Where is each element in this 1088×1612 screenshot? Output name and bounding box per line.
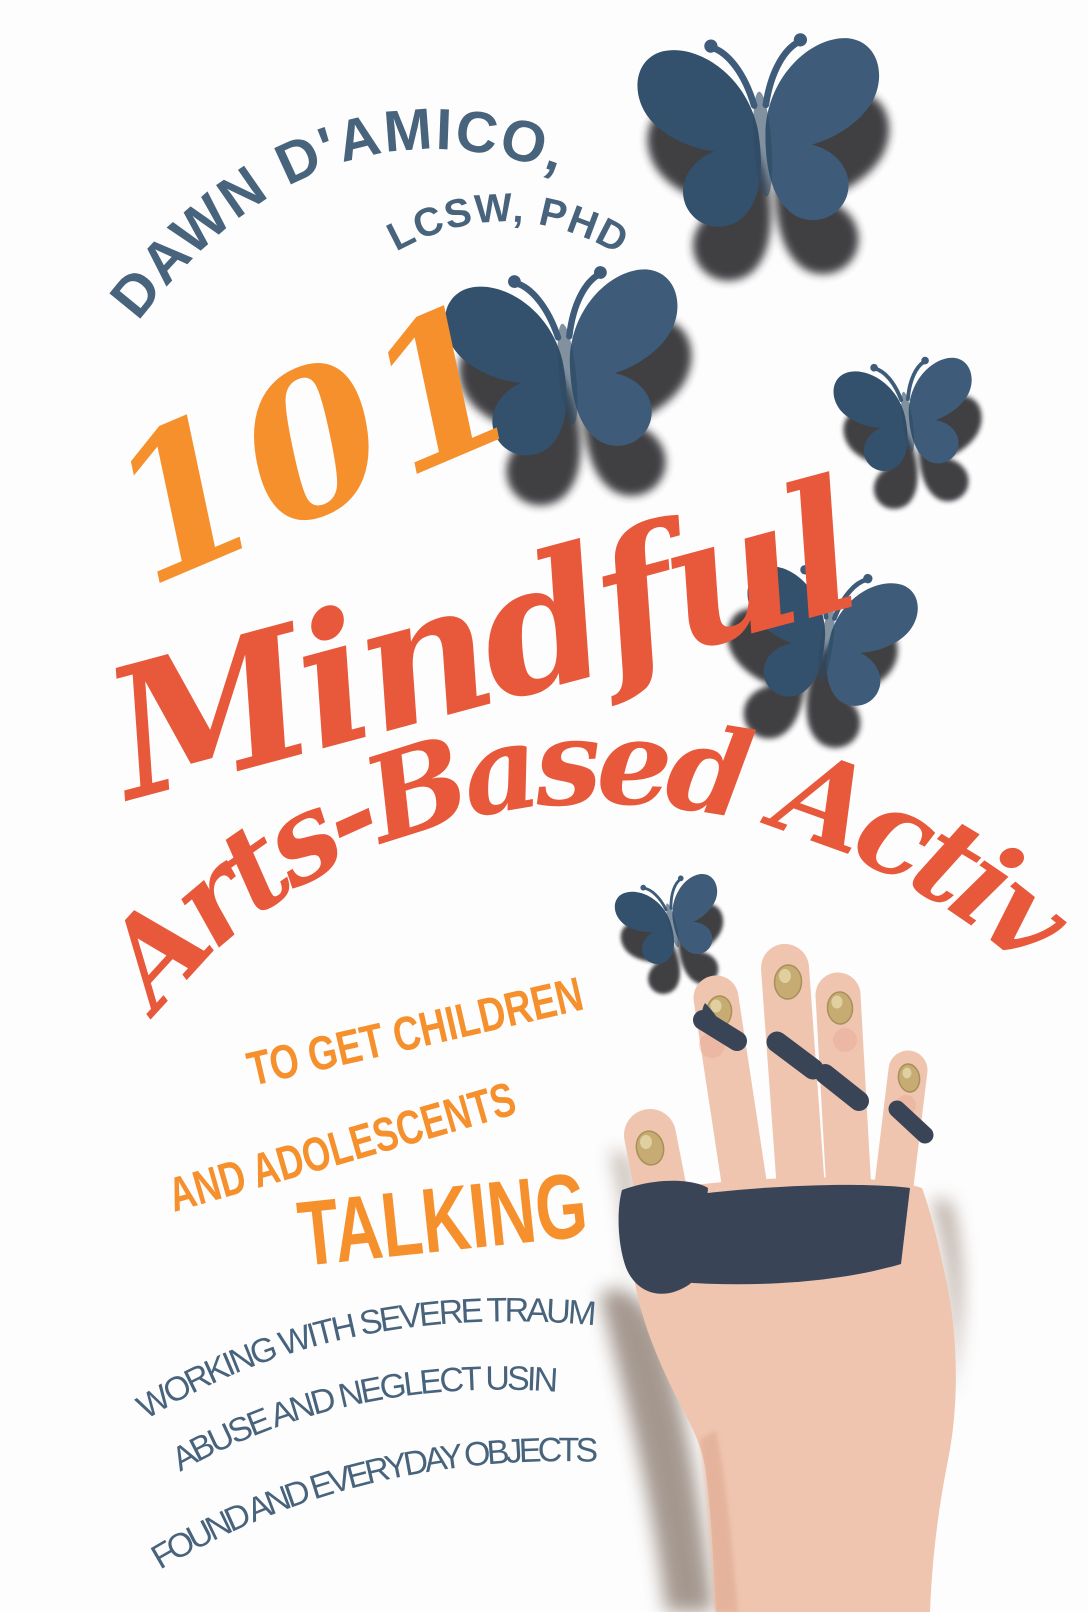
author-credentials-text: LCSW, PHD: [380, 186, 634, 263]
child-hand-photo: [600, 944, 962, 1612]
navy-paint: [618, 1003, 934, 1294]
author-credentials: LCSW, PHD: [380, 186, 636, 263]
gold-nails: [635, 964, 921, 1166]
butterfly-icon: [634, 28, 899, 286]
tagline-to-get-children: TO GET CHILDREN: [242, 968, 588, 1097]
butterfly-icon: [830, 351, 993, 515]
